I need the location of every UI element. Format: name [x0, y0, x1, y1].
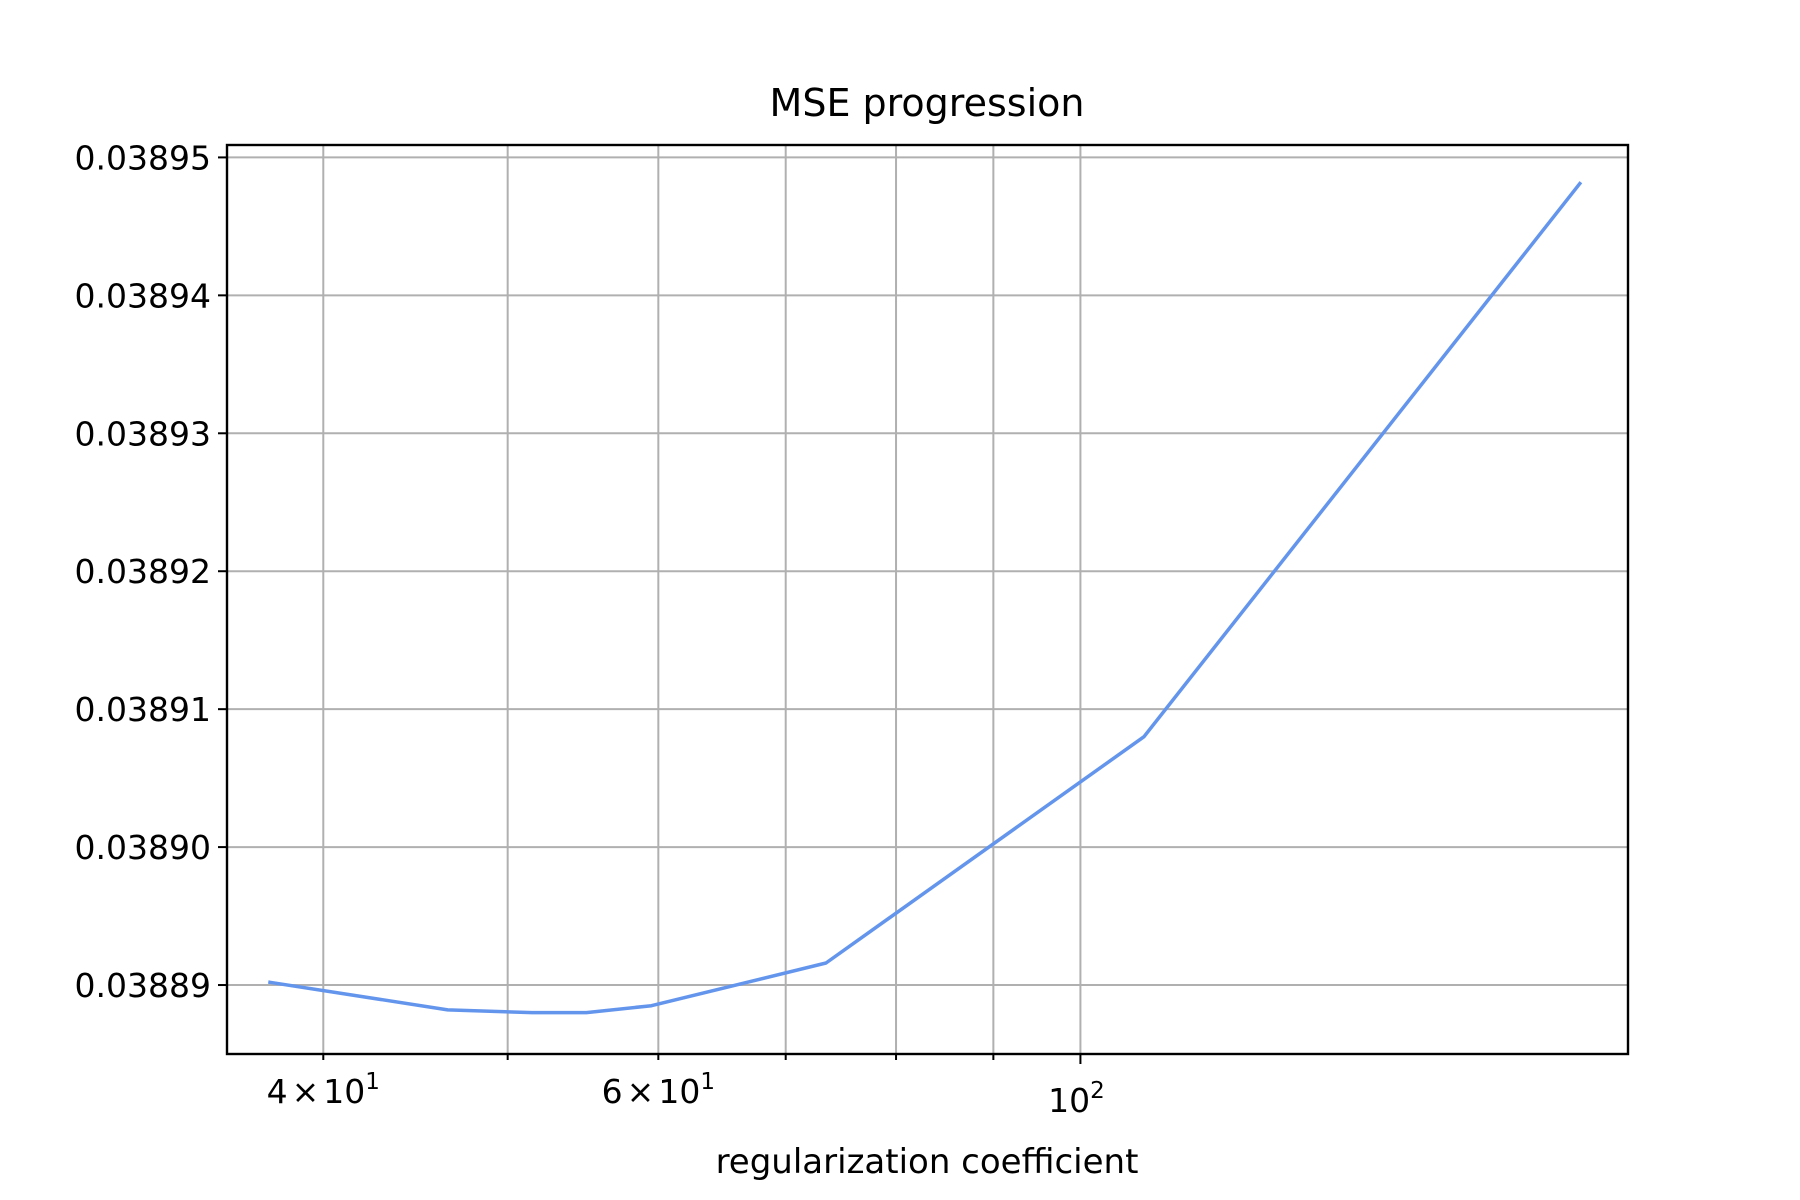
- grid-lines: [227, 145, 1628, 1054]
- y-tick-label: 0.03895: [75, 138, 211, 177]
- x-tick-times-sign: ×: [627, 1072, 655, 1111]
- x-tick-exponent: 1: [365, 1069, 380, 1095]
- x-tick-exponent: 1: [700, 1069, 715, 1095]
- x-tick-mantissa: 4: [267, 1072, 288, 1111]
- series-line: [268, 181, 1583, 1015]
- y-tick-label: 0.03894: [75, 276, 211, 315]
- x-tick-label: 102: [1048, 1078, 1105, 1120]
- x-tick-label: 6 × 101: [602, 1069, 715, 1111]
- x-tick-base: 10: [323, 1072, 365, 1111]
- series-layer: [268, 181, 1583, 1015]
- x-axis-label: regularization coefficient: [716, 1142, 1139, 1182]
- tick-marks: [218, 156, 1082, 1064]
- x-tick-mantissa: 6: [602, 1072, 623, 1111]
- y-tick-label: 0.03893: [75, 414, 211, 453]
- x-tick-exponent: 2: [1090, 1078, 1105, 1104]
- y-tick-label: 0.03891: [75, 690, 211, 729]
- y-tick-label: 0.03892: [75, 552, 211, 591]
- axes-frame: [225, 143, 1630, 1056]
- x-tick-labels: 4 × 101 6 × 101 102: [267, 1069, 1105, 1120]
- y-tick-labels: 0.03889 0.03890 0.03891 0.03892 0.03893 0.038…: [75, 138, 211, 1005]
- y-tick-label: 0.03889: [75, 966, 211, 1005]
- x-tick-times-sign: ×: [292, 1072, 320, 1111]
- y-tick-label: 0.03890: [75, 828, 211, 867]
- chart-title: MSE progression: [770, 81, 1085, 125]
- x-tick-base: 10: [658, 1072, 700, 1111]
- x-tick-label: 4 × 101: [267, 1069, 380, 1111]
- x-tick-base: 10: [1048, 1081, 1090, 1120]
